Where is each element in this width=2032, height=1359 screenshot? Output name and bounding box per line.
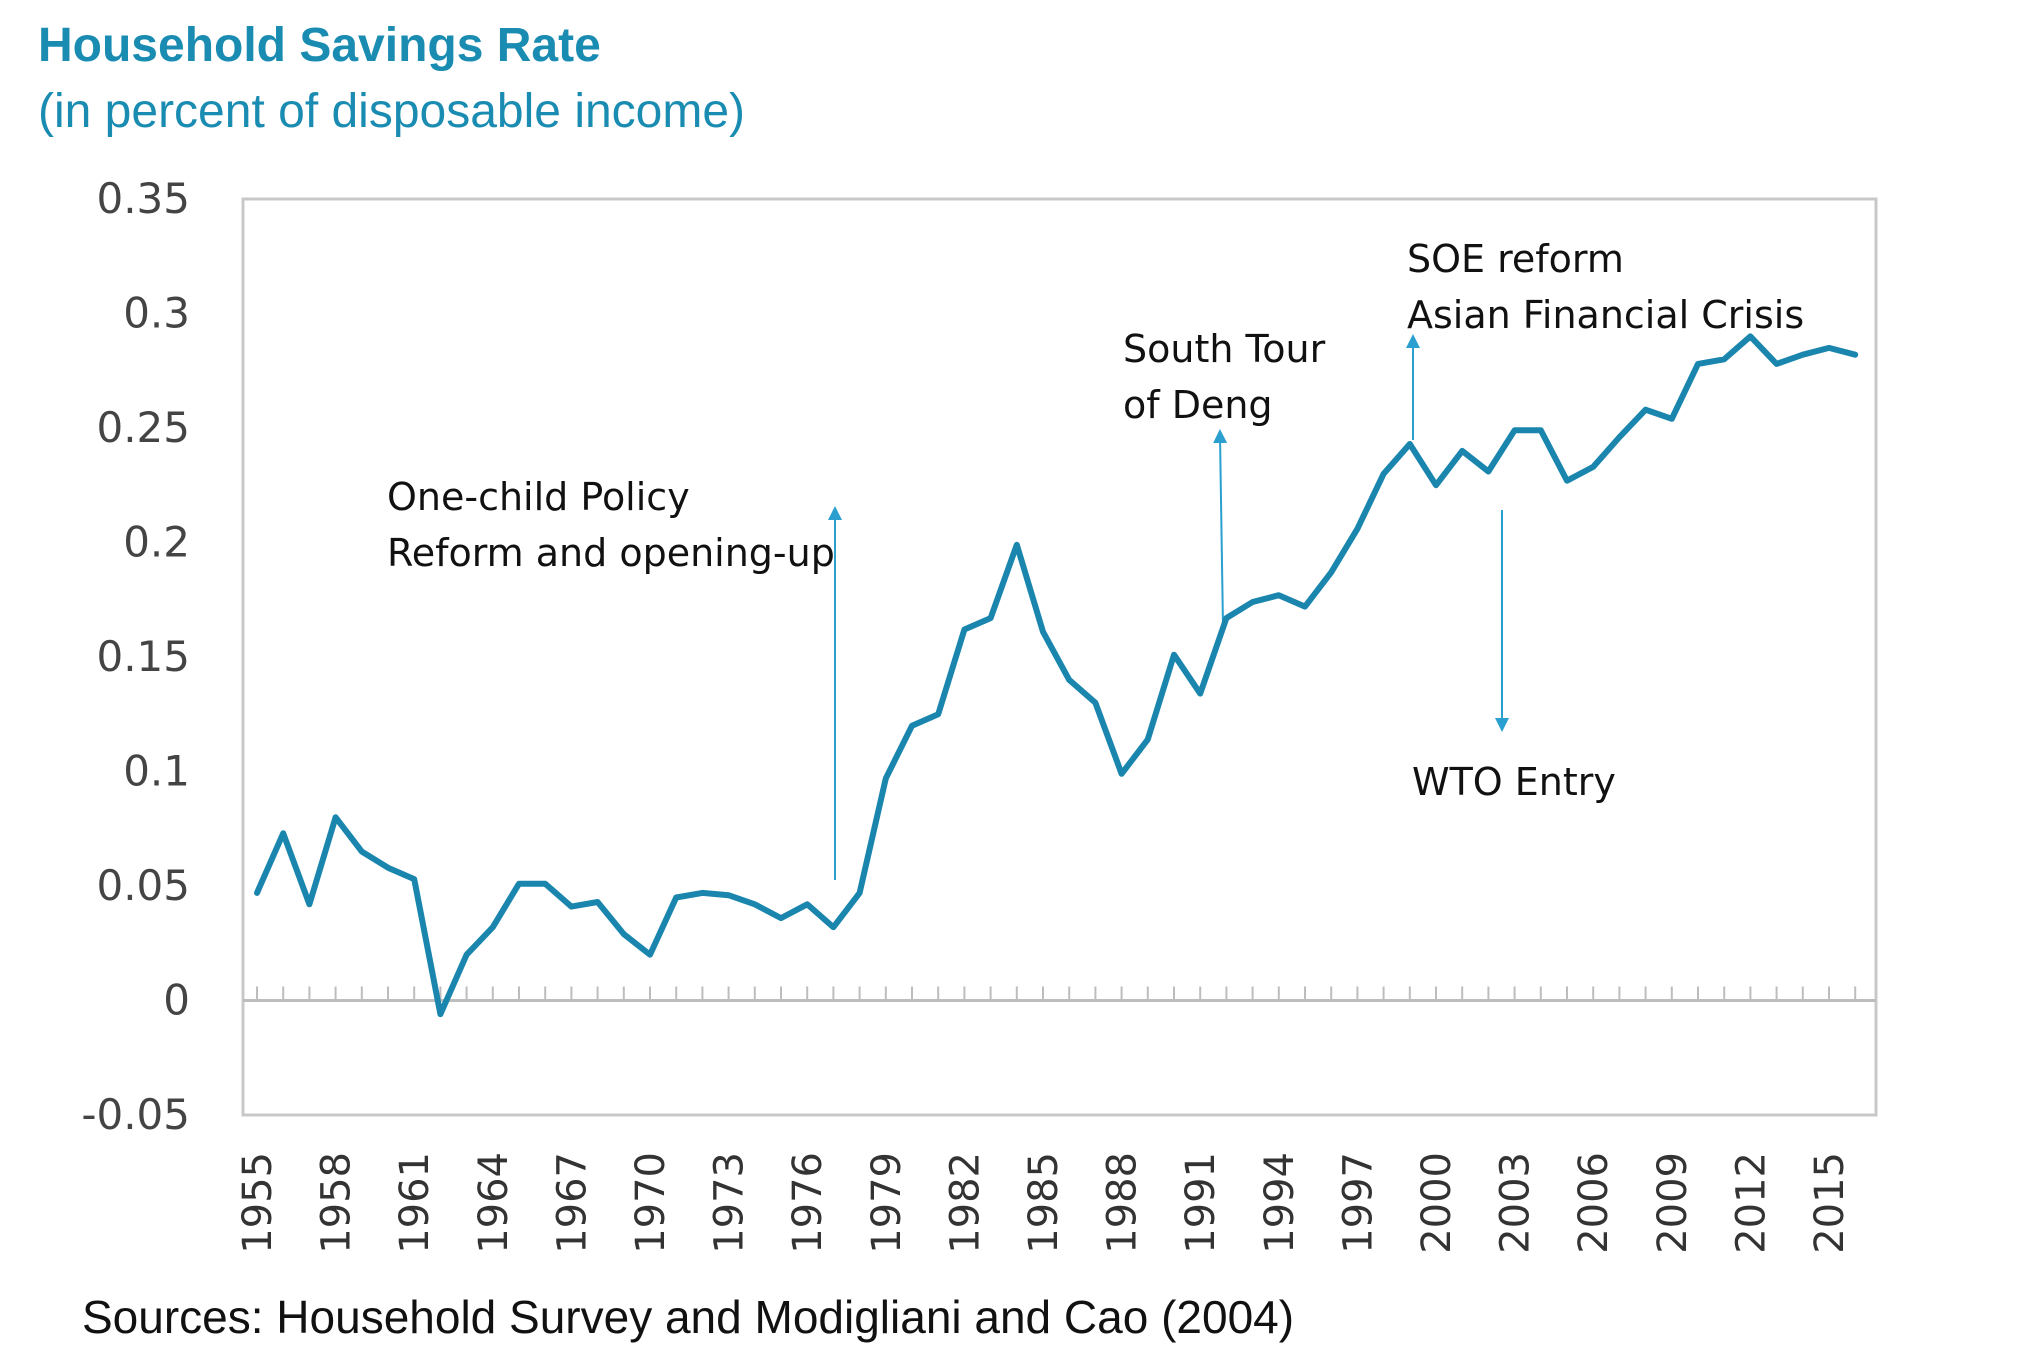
- x-tick-label: 1955: [235, 1152, 281, 1254]
- y-tick-label: -0.05: [81, 1090, 190, 1139]
- x-tick-label: 2000: [1414, 1152, 1460, 1254]
- y-tick-label: 0.05: [96, 861, 190, 910]
- annotation-label: of Deng: [1123, 383, 1273, 427]
- x-tick-label: 1985: [1021, 1152, 1067, 1254]
- x-tick-label: 1991: [1178, 1152, 1224, 1254]
- x-tick-label: 2015: [1807, 1152, 1853, 1254]
- x-axis-minor-ticks: [256, 986, 1857, 1001]
- annotation-arrow: [1213, 429, 1228, 628]
- y-tick-label: 0.25: [96, 403, 190, 452]
- x-tick-label: 1988: [1100, 1152, 1146, 1254]
- x-tick-label: 1994: [1257, 1152, 1303, 1254]
- y-tick-label: 0.3: [123, 289, 190, 338]
- annotation-label: SOE reform: [1407, 237, 1624, 281]
- plot-area-border: [241, 197, 1878, 1117]
- chart-subtitle: (in percent of disposable income): [38, 85, 746, 138]
- chart-title: Household Savings Rate: [38, 19, 601, 72]
- savings-rate-line: [254, 333, 1859, 1018]
- y-tick-label: 0: [163, 976, 190, 1025]
- x-tick-label: 1958: [314, 1152, 360, 1254]
- annotation-label: Asian Financial Crisis: [1407, 293, 1804, 337]
- x-tick-label: 2012: [1728, 1152, 1774, 1254]
- x-tick-label: 1973: [707, 1152, 753, 1254]
- annotation-label: One-child Policy: [387, 475, 690, 519]
- x-tick-label: 1976: [785, 1152, 831, 1254]
- annotation-label: Reform and opening-up: [387, 531, 835, 575]
- source-note: Sources: Household Survey and Modigliani…: [82, 1291, 1295, 1343]
- x-tick-label: 1979: [864, 1152, 910, 1254]
- annotation-label: South Tour: [1123, 327, 1326, 371]
- event-annotations: One-child Policy Reform and opening-up Sou…: [387, 237, 1804, 880]
- y-tick-label: 0.1: [123, 747, 190, 796]
- y-axis-ticks: 0.35 0.3 0.25 0.2 0.15 0.1 0.05 0 -0.05: [81, 174, 190, 1139]
- y-tick-label: 0.2: [123, 518, 190, 567]
- x-tick-label: 1997: [1335, 1152, 1381, 1254]
- x-tick-label: 1967: [549, 1152, 595, 1254]
- x-tick-label: 2009: [1650, 1152, 1696, 1254]
- x-axis-ticks: 1955 1958 1961 1964 1967 1970 1973 1976 1979 1982…: [235, 1152, 1853, 1254]
- x-tick-label: 1961: [392, 1152, 438, 1254]
- x-tick-label: 2006: [1571, 1152, 1617, 1254]
- annotation-label: WTO Entry: [1412, 760, 1616, 804]
- y-tick-label: 0.15: [96, 632, 190, 681]
- x-tick-label: 1982: [942, 1152, 988, 1254]
- x-tick-label: 1964: [471, 1152, 517, 1254]
- x-tick-label: 1970: [628, 1152, 674, 1254]
- y-tick-label: 0.35: [96, 174, 190, 223]
- x-tick-label: 2003: [1493, 1152, 1539, 1254]
